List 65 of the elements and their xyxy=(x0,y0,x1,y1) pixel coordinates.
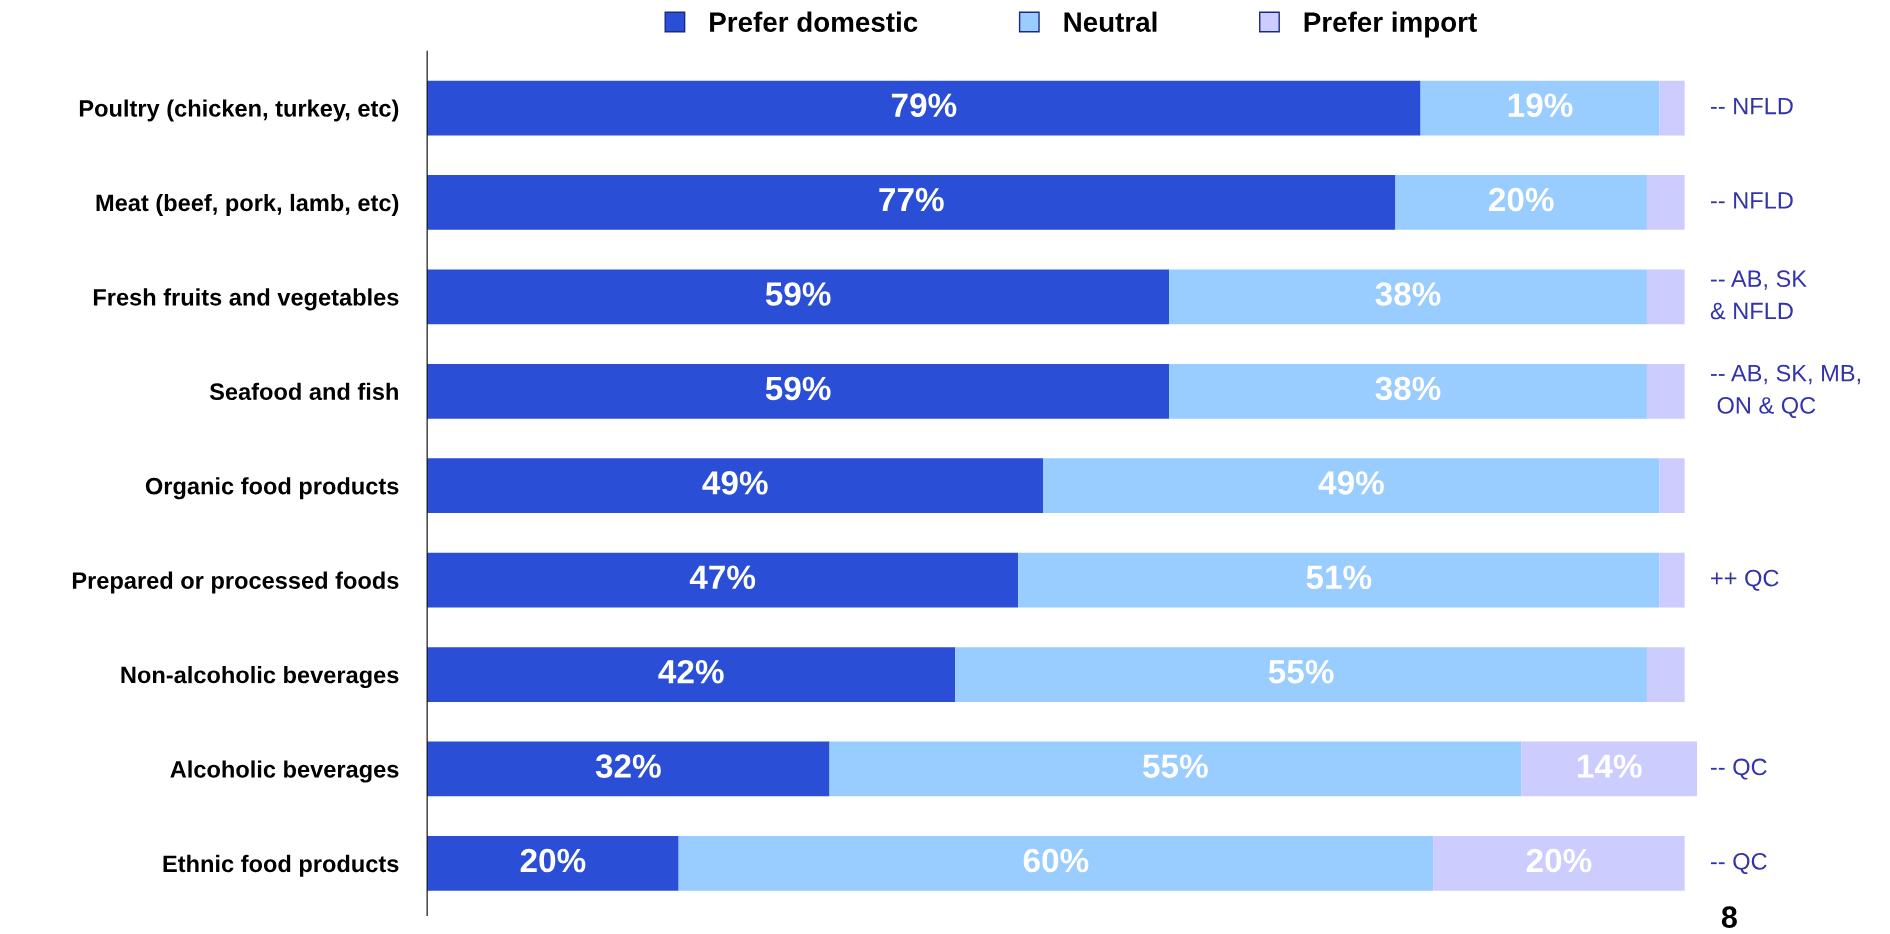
text: -- NFLD xyxy=(1710,97,1793,115)
data-label: 79% xyxy=(891,93,957,117)
data-label: 49% xyxy=(1318,471,1384,495)
bar xyxy=(1659,458,1685,514)
data-label: 19% xyxy=(1508,93,1573,117)
text: -- NFLD xyxy=(1710,192,1793,209)
bar xyxy=(1646,269,1685,325)
data-label: 38% xyxy=(1375,282,1441,306)
bar xyxy=(427,741,830,797)
data-label: 20% xyxy=(520,848,586,873)
y-tick-label: Non-alcoholic beverages xyxy=(121,665,399,689)
bar xyxy=(427,836,679,891)
data-label: 59% xyxy=(765,282,831,306)
data-label: 42% xyxy=(658,659,724,684)
data-label: 20% xyxy=(1488,187,1554,212)
bar xyxy=(1043,458,1660,514)
data-label: 38% xyxy=(1375,376,1441,401)
data-label: 60% xyxy=(1023,848,1089,873)
data-label: 55% xyxy=(1268,659,1334,684)
bar xyxy=(1169,269,1647,325)
y-tick-label: Ethnic food products xyxy=(163,854,399,877)
bar xyxy=(1646,647,1685,702)
bar xyxy=(427,458,1044,514)
bar xyxy=(1521,741,1698,797)
bar xyxy=(1433,836,1685,891)
bar xyxy=(427,363,1170,419)
bar xyxy=(1646,175,1685,230)
bar xyxy=(1659,80,1685,136)
bar xyxy=(427,175,1396,230)
text: -- QC xyxy=(1710,853,1767,874)
bar xyxy=(1646,363,1685,419)
bar xyxy=(1018,552,1660,608)
legend-label: Prefer domestic xyxy=(710,11,918,32)
bar xyxy=(1395,175,1647,230)
data-label: 55% xyxy=(1143,754,1208,778)
text: -- AB, SK & NFLD xyxy=(1710,270,1807,320)
bar xyxy=(427,269,1170,325)
data-label: 77% xyxy=(879,187,944,212)
bar xyxy=(678,836,1434,891)
bar xyxy=(427,647,956,702)
bar xyxy=(955,647,1647,702)
data-label: 47% xyxy=(689,565,756,590)
bar xyxy=(829,741,1522,797)
text: 8 xyxy=(1721,906,1737,928)
y-tick-label: Organic food products xyxy=(145,477,399,500)
y-tick-label: Poultry (chicken, turkey, etc) xyxy=(79,99,399,122)
y-tick-label: Seafood and fish xyxy=(209,382,398,401)
y-tick-label: Alcoholic beverages xyxy=(170,760,399,783)
bar xyxy=(427,552,1019,608)
text: ++ QC xyxy=(1711,569,1779,591)
data-label: 49% xyxy=(702,471,768,495)
text: -- AB, SK, MB, ON & QC xyxy=(1710,364,1860,418)
legend-label: Prefer import xyxy=(1304,11,1477,38)
y-tick-label: Fresh fruits and vegetables xyxy=(93,288,399,311)
y-tick-label: Prepared or processed foods xyxy=(72,571,399,594)
text: -- QC xyxy=(1710,758,1767,780)
bar xyxy=(1420,80,1660,136)
legend-label: Neutral xyxy=(1064,11,1157,32)
bar xyxy=(1659,552,1685,608)
y-tick-label: Meat (beef, pork, lamb, etc) xyxy=(96,193,399,216)
bar xyxy=(427,80,1421,136)
data-label: 51% xyxy=(1306,565,1372,590)
bar xyxy=(1169,363,1647,419)
data-label: 32% xyxy=(595,754,661,778)
data-label: 59% xyxy=(765,376,831,401)
